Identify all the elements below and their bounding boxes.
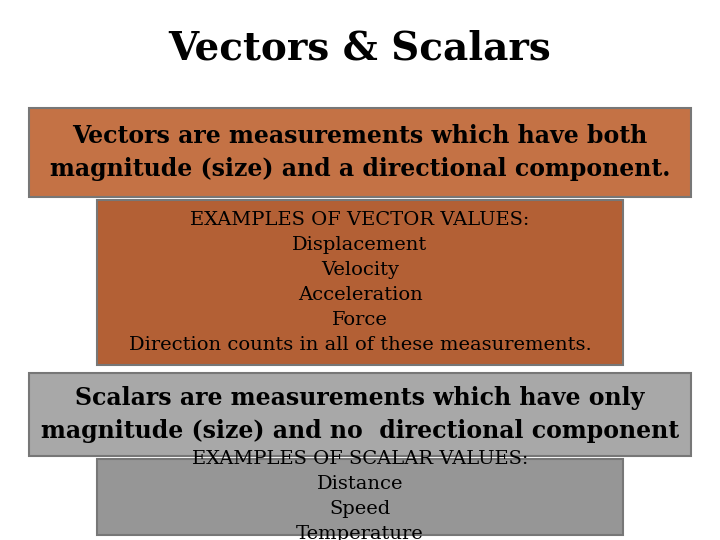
Text: Scalars are measurements which have only
magnitude (size) and no  directional co: Scalars are measurements which have only… <box>41 386 679 443</box>
FancyBboxPatch shape <box>97 200 623 364</box>
Text: EXAMPLES OF SCALAR VALUES:
Distance
Speed
Temperature: EXAMPLES OF SCALAR VALUES: Distance Spee… <box>192 450 528 540</box>
FancyBboxPatch shape <box>97 459 623 535</box>
FancyBboxPatch shape <box>29 373 691 456</box>
Text: EXAMPLES OF VECTOR VALUES:
Displacement
Velocity
Acceleration
Force
Direction co: EXAMPLES OF VECTOR VALUES: Displacement … <box>129 211 591 354</box>
Text: Vectors are measurements which have both
magnitude (size) and a directional comp: Vectors are measurements which have both… <box>50 124 670 181</box>
FancyBboxPatch shape <box>29 108 691 197</box>
Text: Vectors & Scalars: Vectors & Scalars <box>168 30 552 68</box>
